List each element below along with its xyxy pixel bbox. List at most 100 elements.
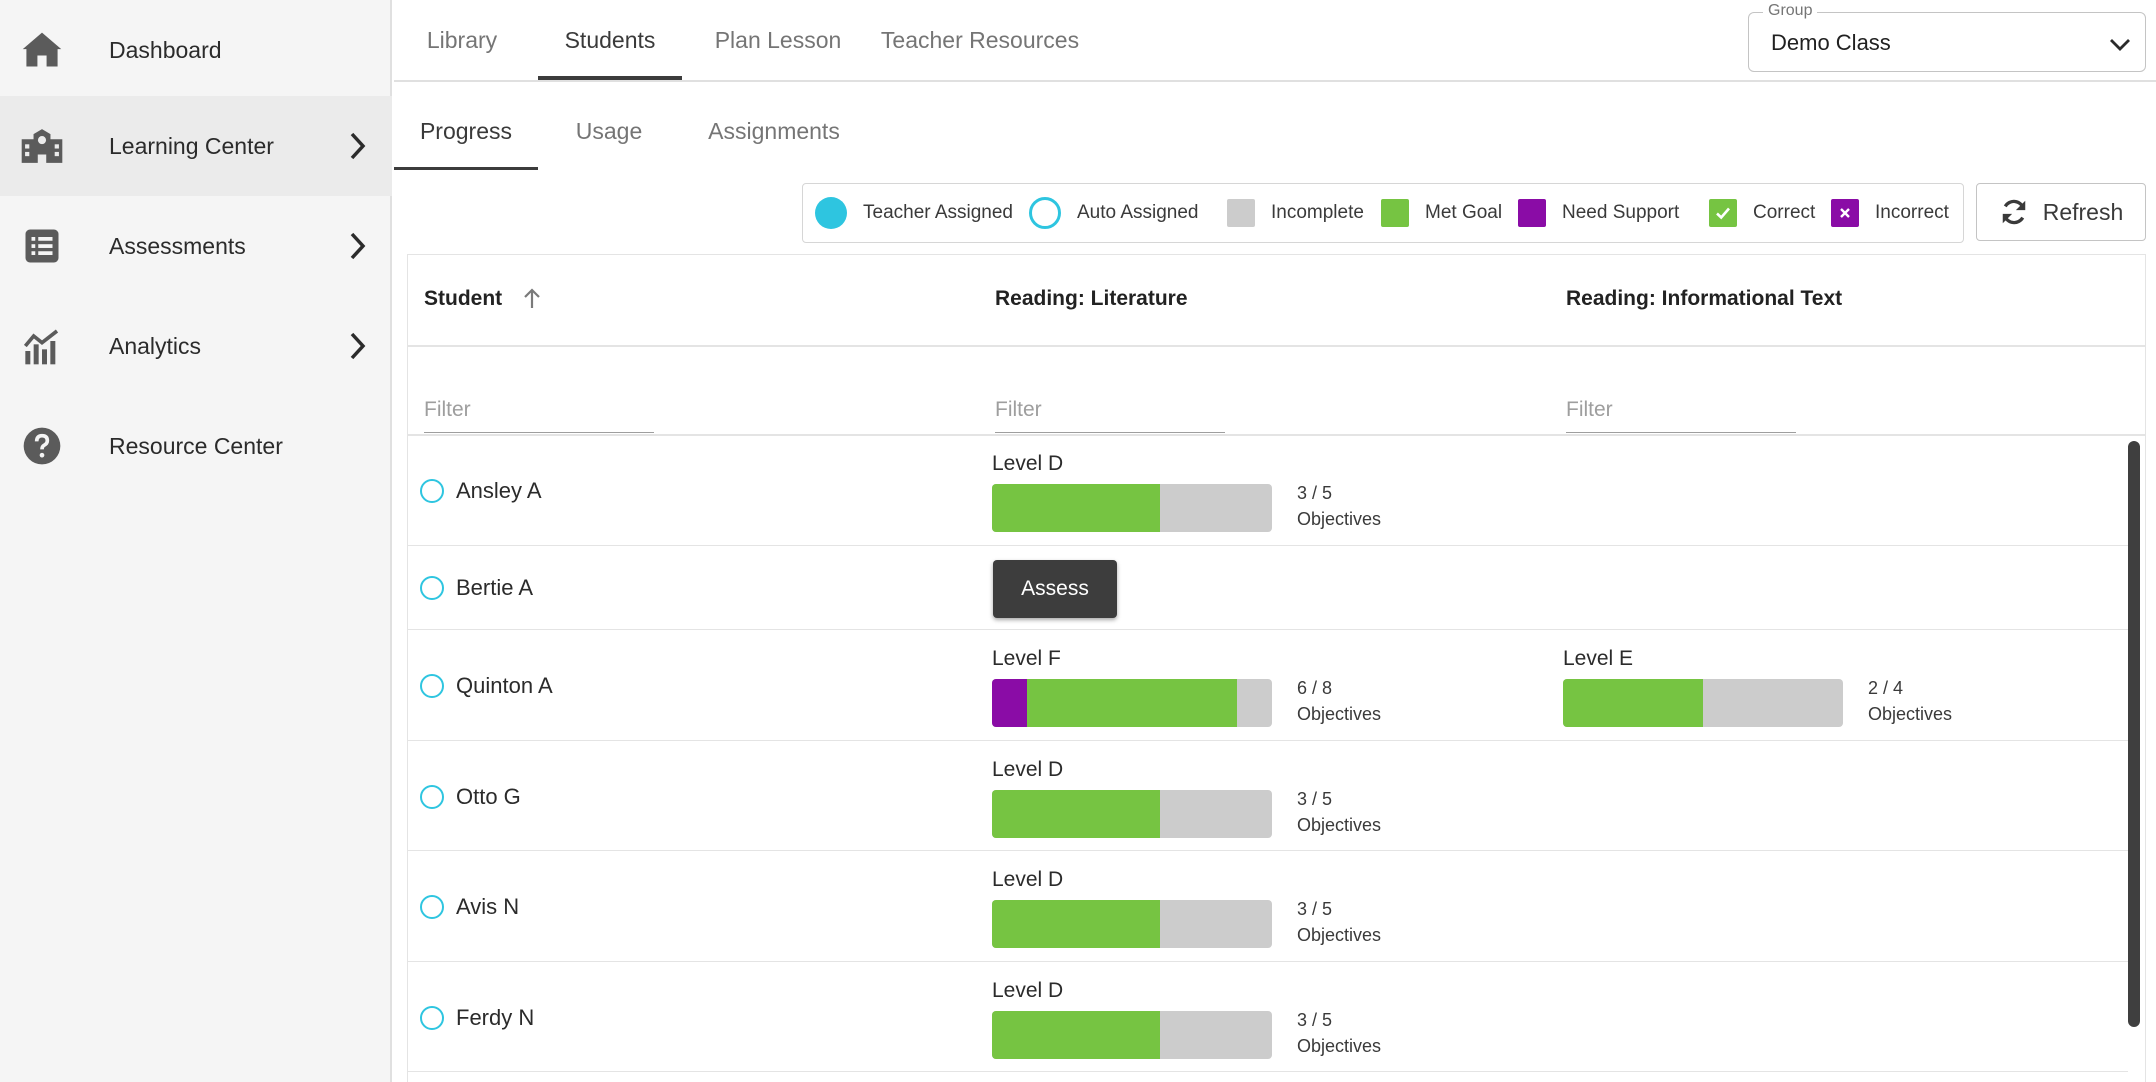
level-label: Level D [992,758,1064,781]
column-header-student[interactable]: Student [424,287,503,310]
objectives-fraction: 3 / 5 [1297,899,1333,919]
refresh-icon [2002,199,2025,225]
legend-teacher-assigned: Teacher Assigned [815,184,1013,242]
legend-label: Met Goal [1425,202,1503,223]
met-goal-segment [992,484,1160,532]
assignment-status-radio[interactable] [420,1006,444,1030]
tab-usage[interactable]: Usage [575,117,643,144]
objectives-fraction: 6 / 8 [1297,678,1333,698]
objectives-unit: Objectives [1297,704,1382,724]
chevron-right-icon [350,332,366,360]
table-row: Quinton A Level F 6 / 8 Objectives Level… [408,630,2128,741]
progress-bar[interactable] [992,790,1272,838]
legend-need-support: Need Support [1518,184,1679,242]
green-square-icon [1381,199,1409,227]
objectives-fraction: 2 / 4 [1868,678,1904,698]
progress-bar[interactable] [1563,679,1843,727]
objectives-fraction: 3 / 5 [1297,789,1333,809]
level-label: Level D [992,868,1064,891]
objectives-count: 2 / 4 Objectives [1868,675,1952,727]
progress-bar[interactable] [992,484,1272,532]
tab-library[interactable]: Library [426,26,498,53]
sidebar-item-resource-center[interactable]: Resource Center [0,396,392,496]
sort-ascending-icon[interactable] [521,286,543,310]
objectives-unit: Objectives [1297,1036,1382,1056]
legend-incomplete: Incomplete [1227,184,1364,242]
objectives-unit: Objectives [1297,815,1382,835]
met-goal-segment [1027,679,1237,727]
school-icon [20,124,64,168]
legend-auto-assigned: Auto Assigned [1029,184,1198,242]
sidebar-item-analytics[interactable]: Analytics [0,296,392,396]
objectives-unit: Objectives [1297,509,1382,529]
table-row: Ferdy N Level D 3 / 5 Objectives [408,962,2128,1072]
top-tab-bar: Library Students Plan Lesson Teacher Res… [394,0,2156,82]
legend-label: Teacher Assigned [863,202,1013,223]
refresh-button[interactable]: Refresh [1976,183,2146,241]
literature-filter-input[interactable] [995,387,1225,433]
legend-label: Need Support [1562,202,1680,223]
chevron-right-icon [350,132,366,160]
analytics-icon [20,324,64,368]
tab-assignments[interactable]: Assignments [708,117,840,144]
sidebar-item-assessments[interactable]: Assessments [0,196,392,296]
met-goal-segment [992,900,1160,948]
sidebar-item-learning-center[interactable]: Learning Center [0,96,392,196]
sidebar-item-dashboard[interactable]: Dashboard [0,0,392,100]
student-name: Quinton A [456,673,553,698]
check-icon [1709,199,1737,227]
need-support-segment [992,679,1027,727]
progress-bar[interactable] [992,1011,1272,1059]
chevron-down-icon [2110,39,2130,51]
tab-teacher-resources[interactable]: Teacher Resources [880,26,1080,53]
student-name: Ferdy N [456,1005,535,1030]
sidebar-item-label: Learning Center [109,132,274,159]
student-name: Avis N [456,894,520,919]
sidebar-item-label: Analytics [109,332,202,359]
group-select[interactable]: Group Demo Class [1748,2,2146,72]
home-icon [20,28,64,72]
group-select-value: Demo Class [1771,30,1891,55]
legend-incorrect: Incorrect [1831,184,1949,242]
level-label: Level F [992,647,1061,670]
sidebar-item-label: Dashboard [109,36,222,63]
met-goal-segment [1563,679,1703,727]
tab-progress[interactable]: Progress [394,92,538,170]
table-row: Otto G Level D 3 / 5 Objectives [408,741,2128,851]
level-label: Level E [1563,647,1634,670]
table-row: Bertie A Assess [408,546,2128,630]
help-icon [20,424,64,468]
progress-table: Student Reading: Literature Reading: Inf… [407,254,2146,1082]
assess-button[interactable]: Assess [993,560,1117,618]
list-icon [20,224,64,268]
tab-students[interactable]: Students [538,0,682,80]
objectives-fraction: 3 / 5 [1297,483,1333,503]
met-goal-segment [992,1011,1160,1059]
group-select-label: Group [1763,2,1818,20]
assignment-status-radio[interactable] [420,479,444,503]
legend-label: Auto Assigned [1077,202,1199,223]
assignment-status-radio[interactable] [420,576,444,600]
student-filter-input[interactable] [424,387,654,433]
assignment-status-radio[interactable] [420,674,444,698]
level-label: Level D [992,452,1064,475]
progress-bar[interactable] [992,900,1272,948]
grey-square-icon [1227,199,1255,227]
legend-correct: Correct [1709,184,1815,242]
assignment-status-radio[interactable] [420,895,444,919]
objectives-count: 3 / 5 Objectives [1297,786,1381,838]
divider [408,345,2145,347]
informational-filter-input[interactable] [1566,387,1796,433]
legend-label: Incorrect [1875,202,1949,223]
x-icon [1831,199,1859,227]
tab-plan-lesson[interactable]: Plan Lesson [714,26,842,53]
table-row: Avis N Level D 3 / 5 Objectives [408,851,2128,962]
progress-bar[interactable] [992,679,1272,727]
assignment-status-radio[interactable] [420,785,444,809]
student-name: Bertie A [456,575,534,600]
objectives-count: 3 / 5 Objectives [1297,896,1381,948]
objectives-count: 3 / 5 Objectives [1297,480,1381,532]
objectives-count: 6 / 8 Objectives [1297,675,1381,727]
table-scrollbar[interactable] [2128,441,2140,1027]
sidebar-item-label: Assessments [109,232,246,259]
